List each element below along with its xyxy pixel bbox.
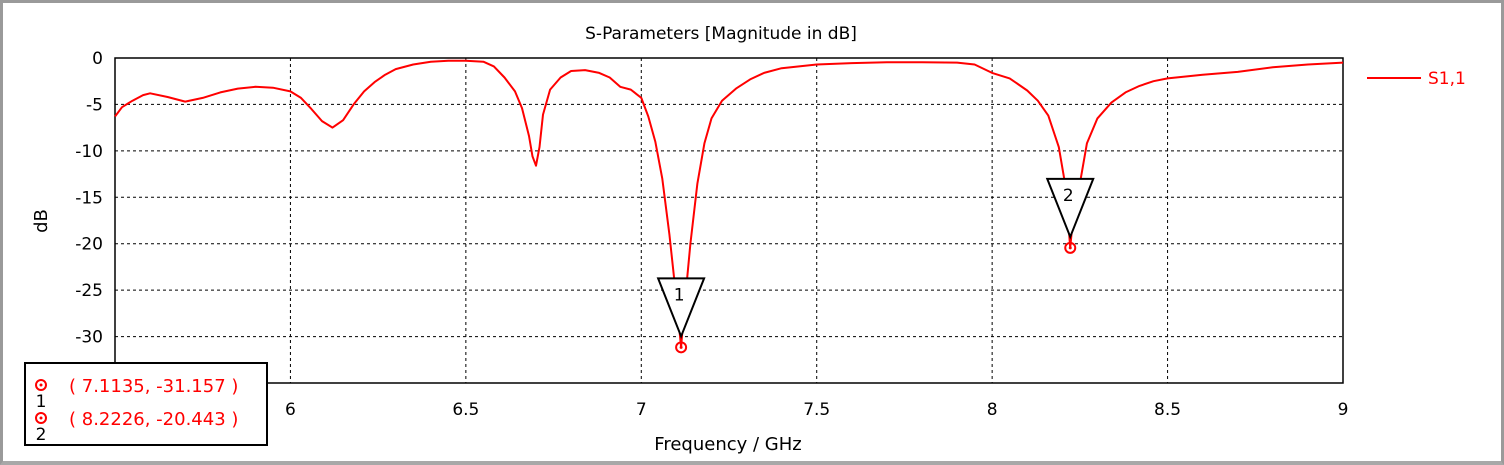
x-tick-label: 9 [1338,400,1349,420]
readout-2-index: 2 [36,425,47,445]
marker-readout-box[interactable]: 1 ( 7.1135, -31.157 ) 2 ( 8.2226, -20.443 ) [24,362,268,446]
y-tick-label: -5 [86,95,103,115]
readout-1-icon-center [39,383,43,387]
x-tick-label: 8 [987,400,998,420]
readout-1-icon [35,379,47,391]
y-tick-label: 0 [92,49,103,69]
legend[interactable]: S1,1 [1367,69,1466,89]
marker-1-label: 1 [674,285,685,305]
y-tick-label: -20 [75,235,103,255]
x-tick-label: 6.5 [452,400,479,420]
y-tick-label: -15 [75,188,103,208]
readout-rows: 1 ( 7.1135, -31.157 ) 2 ( 8.2226, -20.443 ) [35,376,238,445]
grid [115,58,1343,383]
readout-2-value: ( 8.2226, -20.443 ) [69,409,238,430]
readout-1-value: ( 7.1135, -31.157 ) [69,376,238,397]
marker-2-label: 2 [1063,186,1074,206]
marker-1-point[interactable] [675,341,688,354]
y-tick-label: -30 [75,328,103,348]
readout-2-icon-center [39,416,43,420]
y-tick-label: -10 [75,142,103,162]
x-tick-label: 8.5 [1154,400,1181,420]
s-parameter-chart: S-Parameters [Magnitude in dB] 0 -5 -10 -15… [24,24,1466,455]
marker-1-point-center [679,345,683,349]
x-axis-ticks: 6 6.5 7 7.5 8 8.5 9 [285,400,1348,420]
chart-title: S-Parameters [Magnitude in dB] [585,24,857,44]
series-line-s11 [114,59,1344,349]
readout-1-index: 1 [36,392,47,412]
y-axis-ticks: 0 -5 -10 -15 -20 -25 -30 [75,49,103,348]
y-tick-label: -25 [75,281,103,301]
readout-2-icon [35,412,47,424]
x-tick-label: 6 [285,400,296,420]
marker-layer: 12 [656,177,1095,354]
legend-label-s11: S1,1 [1428,69,1466,89]
marker-2-point[interactable] [1064,241,1077,254]
x-axis-label: Frequency / GHz [654,434,801,455]
plot-area-frame [114,57,1344,384]
x-tick-label: 7 [636,400,647,420]
marker-1-triangle[interactable] [656,277,706,340]
series-layer [114,59,1344,349]
readout-frame [24,362,268,446]
x-tick-label: 7.5 [803,400,830,420]
marker-2-triangle[interactable] [1045,177,1095,240]
y-axis-label: dB [31,209,52,233]
marker-2-point-center [1068,246,1072,250]
